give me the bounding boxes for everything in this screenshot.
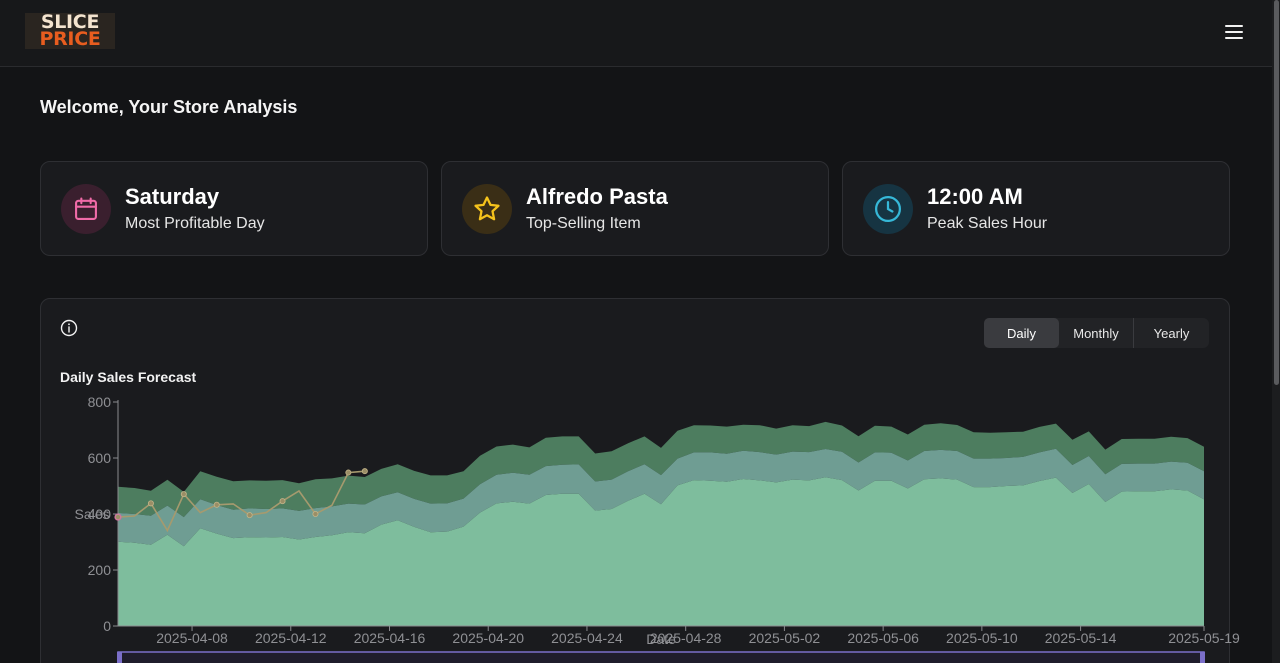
x-tick-label: 2025-05-06 (847, 630, 919, 646)
lower-area (118, 477, 1204, 626)
brand-logo-line2: PRICE (39, 28, 101, 50)
chart-title: Daily Sales Forecast (60, 369, 197, 385)
actual-point (246, 512, 253, 519)
toggle-daily[interactable]: Daily (984, 318, 1059, 348)
card-title: Alfredo Pasta (526, 184, 668, 209)
upper-band-area (118, 421, 1204, 518)
actual-point (147, 500, 154, 507)
calendar-icon (61, 184, 111, 234)
hamburger-menu-icon[interactable] (1222, 22, 1246, 42)
actual-point (361, 468, 368, 475)
info-icon[interactable] (59, 318, 79, 338)
page-title: Welcome, Your Store Analysis (40, 97, 298, 117)
stat-card-profitable-day: Saturday Most Profitable Day (40, 161, 428, 256)
range-brush (117, 651, 1205, 663)
brand-logo[interactable]: SLICE PRICE (25, 13, 115, 49)
x-tick-label: 2025-04-24 (551, 630, 623, 646)
card-title: Saturday (125, 184, 220, 209)
x-tick-label: 2025-04-20 (452, 630, 524, 646)
toggle-yearly[interactable]: Yearly (1134, 318, 1209, 348)
card-subtitle: Peak Sales Hour (927, 215, 1048, 232)
x-tick-label: 2025-04-16 (354, 630, 426, 646)
top-bar (0, 0, 1272, 67)
actual-sales-line (117, 470, 365, 533)
y-axis-label: Sales (74, 506, 109, 522)
x-tick-label: 2025-05-19 (1168, 630, 1240, 646)
card-subtitle: Top-Selling Item (526, 215, 641, 232)
actual-point (213, 501, 220, 508)
x-tick-label: 2025-05-02 (749, 630, 821, 646)
period-toggle: Daily Monthly Yearly (984, 318, 1209, 348)
stat-card-top-item: Alfredo Pasta Top-Selling Item (441, 161, 829, 256)
actual-point (279, 498, 286, 505)
toggle-monthly[interactable]: Monthly (1059, 318, 1134, 348)
y-tick-label: 0 (103, 618, 111, 634)
actual-point (180, 491, 187, 498)
stat-card-peak-hour: 12:00 AM Peak Sales Hour (842, 161, 1230, 256)
x-tick-label: 2025-05-14 (1045, 630, 1117, 646)
x-tick-label: 2025-05-10 (946, 630, 1018, 646)
brush-handle-left (117, 652, 122, 663)
brand-logo-line1: SLICE (40, 11, 100, 33)
card-title: 12:00 AM (927, 184, 1023, 209)
x-axis-label: Date (646, 631, 676, 647)
card-subtitle: Most Profitable Day (125, 215, 265, 232)
y-tick-label: 800 (88, 394, 112, 410)
brush-handle-right (1200, 652, 1205, 663)
x-tick-label: 2025-04-08 (156, 630, 228, 646)
start-marker (114, 513, 122, 521)
y-tick-label: 400 (88, 506, 112, 522)
y-tick-label: 200 (88, 562, 112, 578)
x-tick-label: 2025-04-12 (255, 630, 327, 646)
actual-point (345, 469, 352, 476)
clock-icon (863, 184, 913, 234)
actual-point (312, 510, 319, 517)
y-tick-label: 600 (88, 450, 112, 466)
middle-band-area (118, 448, 1204, 547)
scrollbar-thumb[interactable] (1274, 0, 1279, 385)
star-icon (462, 184, 512, 234)
x-tick-label: 2025-04-28 (650, 630, 722, 646)
